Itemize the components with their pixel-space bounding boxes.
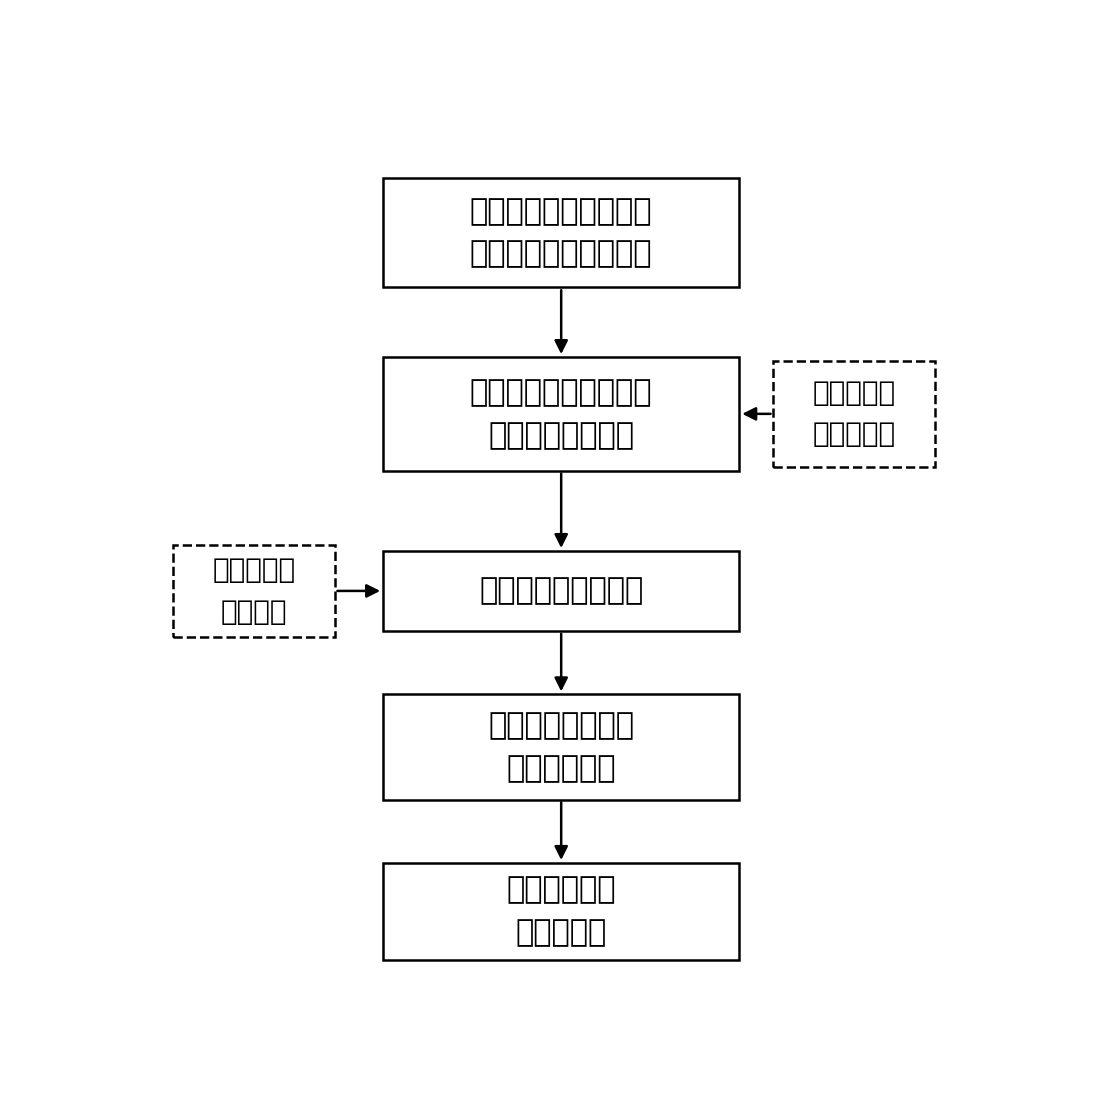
- FancyBboxPatch shape: [383, 177, 739, 287]
- Text: 并联配合面
误差耦合: 并联配合面 误差耦合: [212, 556, 296, 625]
- FancyBboxPatch shape: [383, 694, 739, 799]
- Text: 配合面误差传递矩阵: 配合面误差传递矩阵: [480, 576, 644, 606]
- Text: 部件内部装
配误差传递: 部件内部装 配误差传递: [812, 379, 896, 449]
- Text: 确定零部件装配关系，
建立合适的零件坐标系: 确定零部件装配关系， 建立合适的零件坐标系: [470, 197, 653, 268]
- FancyBboxPatch shape: [383, 357, 739, 471]
- Text: 综合计算机构
的装配误差: 综合计算机构 的装配误差: [506, 875, 615, 947]
- FancyBboxPatch shape: [773, 361, 934, 466]
- FancyBboxPatch shape: [173, 544, 335, 637]
- FancyBboxPatch shape: [383, 551, 739, 631]
- Text: 相邻零件坐标系的
齐次变换矩阵: 相邻零件坐标系的 齐次变换矩阵: [488, 711, 634, 783]
- FancyBboxPatch shape: [383, 863, 739, 960]
- Text: 根据公差要求，计算装
配特征小旋量参数: 根据公差要求，计算装 配特征小旋量参数: [470, 378, 653, 450]
